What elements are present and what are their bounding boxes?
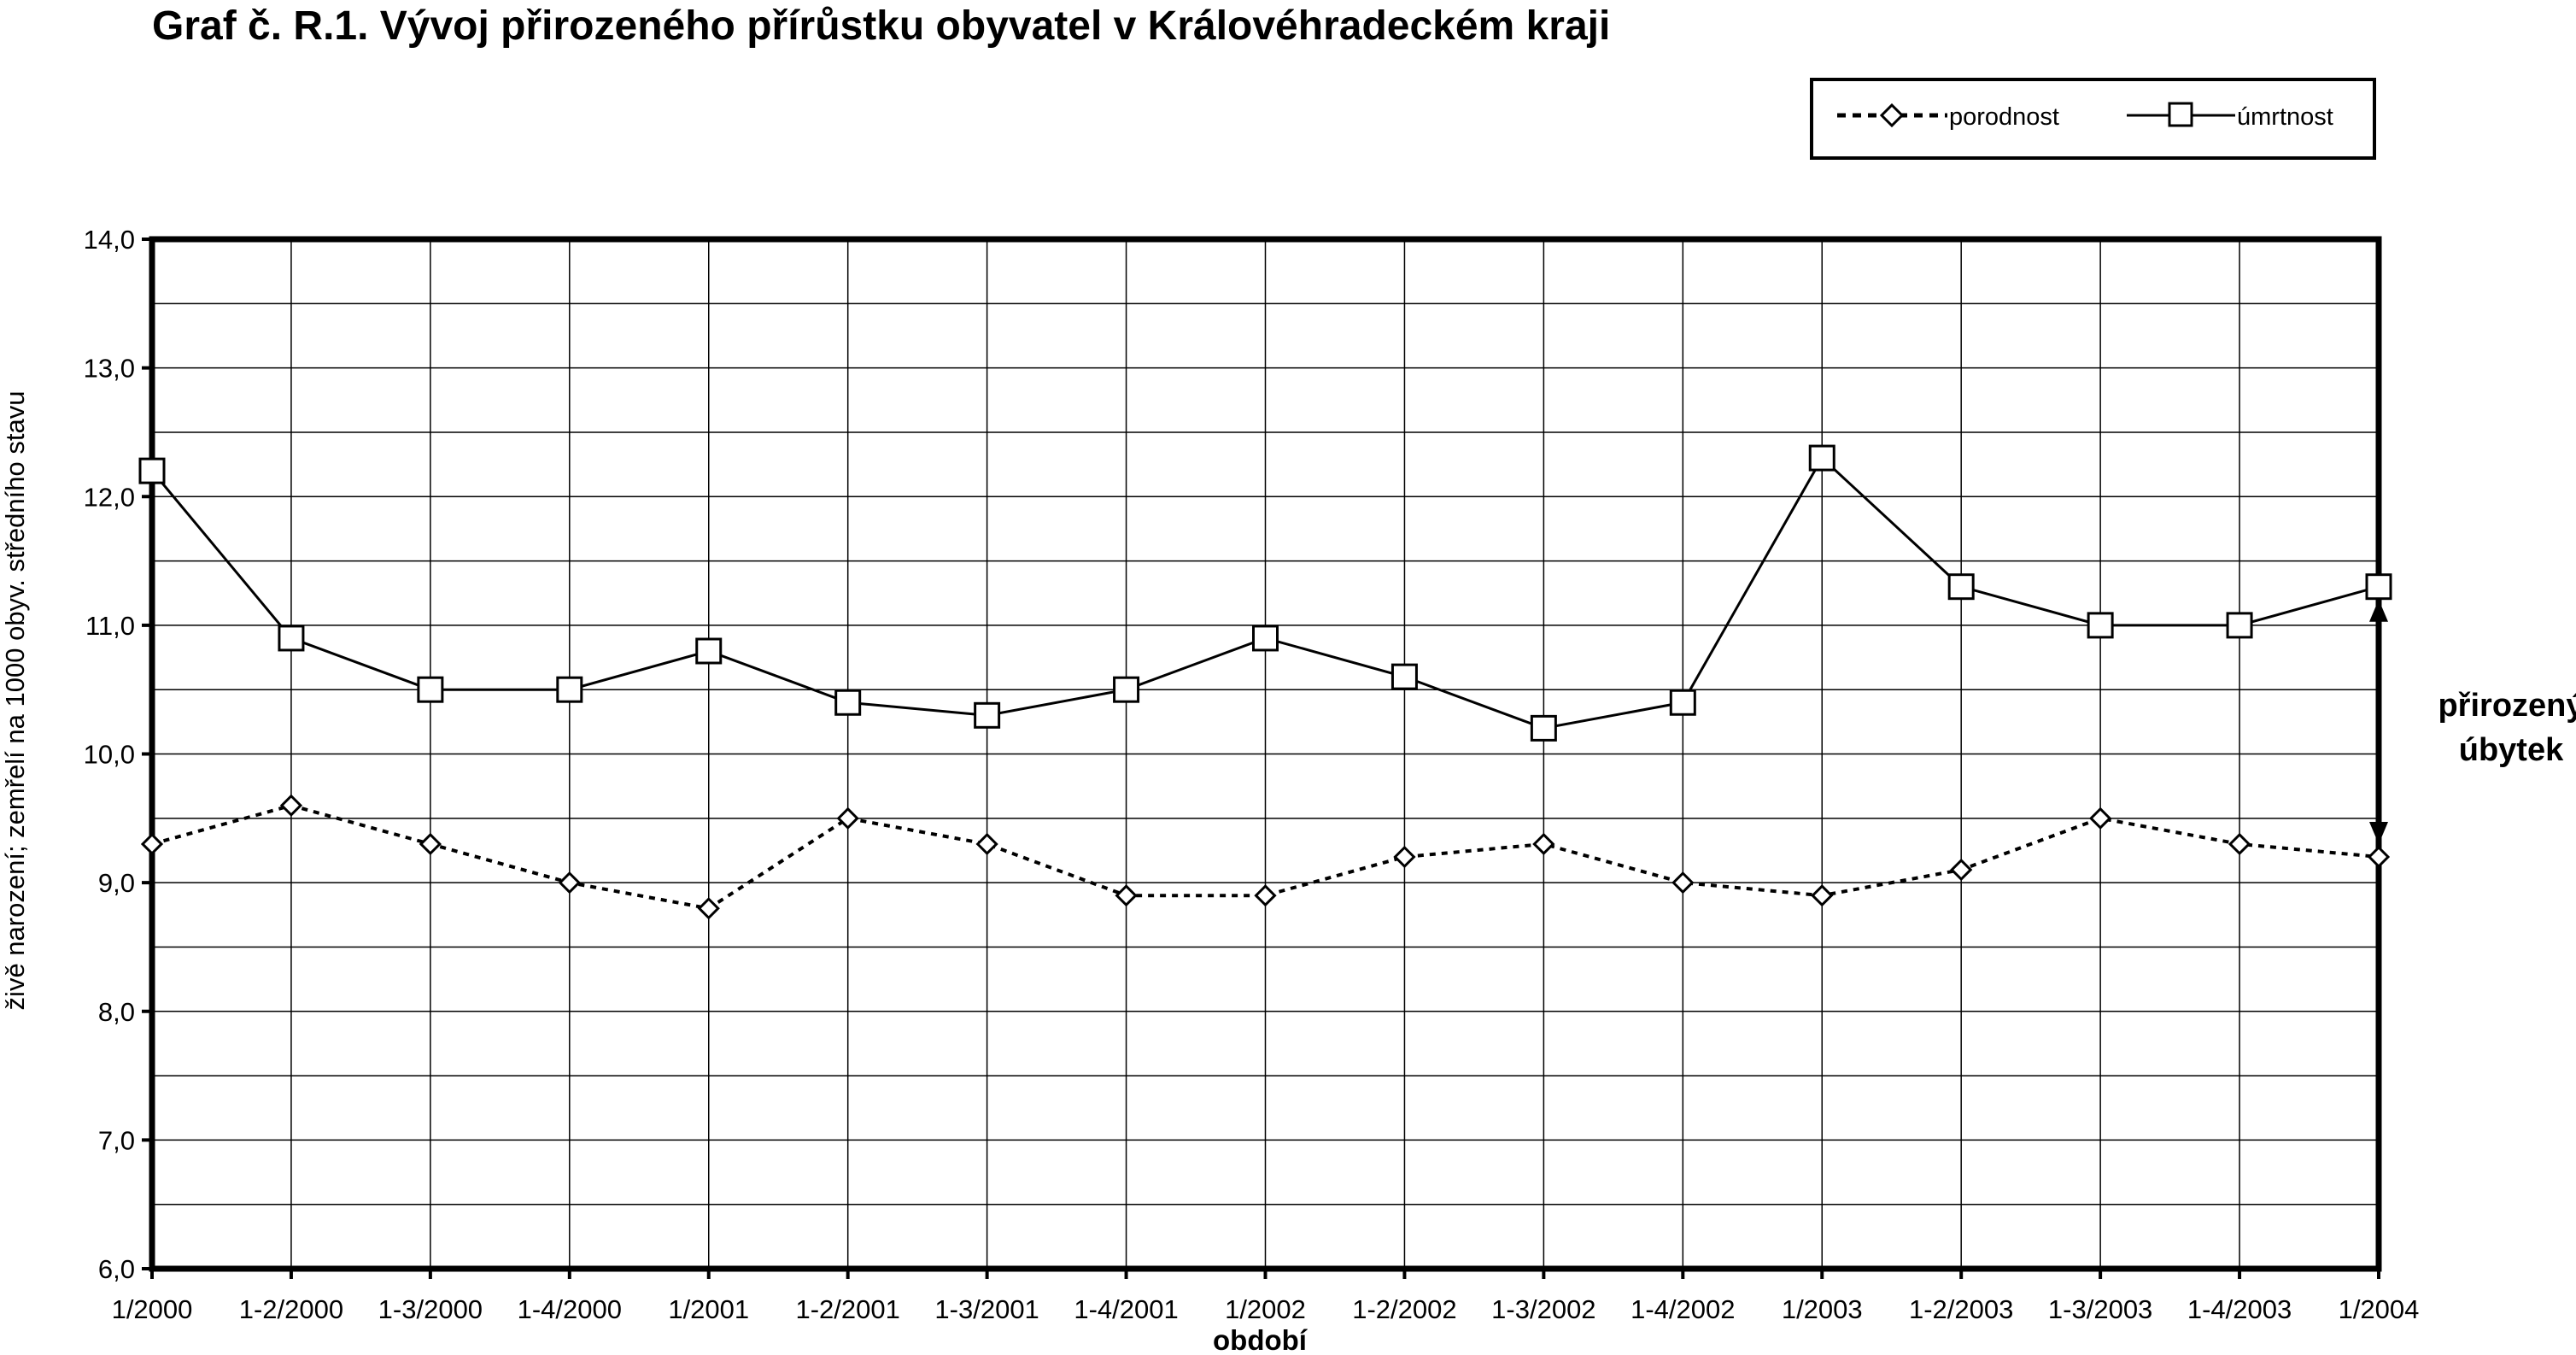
y-tick-label: 9,0 — [98, 868, 135, 898]
data-point — [417, 676, 444, 703]
legend-label-porodnost: porodnost — [1949, 103, 2059, 131]
grid — [152, 239, 2379, 1269]
y-tick-label: 13,0 — [84, 354, 135, 384]
data-point — [419, 832, 442, 856]
data-point — [1252, 625, 1279, 652]
annotation-line2: úbytek — [2459, 732, 2564, 768]
data-point — [974, 701, 1001, 729]
plot-area: 6,07,08,09,010,011,012,013,014,0 1/2000 1… — [84, 225, 2420, 1324]
data-point — [2226, 612, 2253, 639]
legend-marker-umrtnost — [2168, 102, 2193, 127]
x-tick-label: 1/2000 — [112, 1294, 193, 1324]
data-point — [2089, 807, 2112, 830]
y-tick-label: 8,0 — [98, 997, 135, 1027]
y-tick-label: 7,0 — [98, 1125, 135, 1155]
y-tick-label: 12,0 — [84, 482, 135, 512]
x-tick-label: 1-3/2003 — [2048, 1294, 2152, 1324]
x-tick-label: 1/2002 — [1225, 1294, 1306, 1324]
x-tick-label: 1-4/2000 — [518, 1294, 622, 1324]
x-tick-label: 1-4/2003 — [2187, 1294, 2292, 1324]
data-point — [1390, 663, 1418, 690]
annotation-arrow-down-icon — [2369, 822, 2388, 844]
y-axis-ticks: 6,0 7,0 8,0 9,0 10,0 11,0 12,0 13,0 14,0 — [84, 225, 152, 1284]
data-point — [697, 897, 720, 920]
data-point — [1393, 845, 1416, 869]
x-tick-label: 1/2003 — [1782, 1294, 1863, 1324]
x-tick-label: 1-2/2003 — [1909, 1294, 2013, 1324]
legend-box — [1810, 78, 2376, 160]
data-point — [975, 832, 998, 856]
data-point — [2365, 573, 2392, 601]
y-tick-label: 6,0 — [98, 1254, 135, 1284]
x-tick-label: 1-3/2002 — [1491, 1294, 1595, 1324]
data-point — [138, 457, 166, 484]
data-point — [1950, 858, 1973, 882]
data-point — [278, 625, 305, 652]
data-point — [2228, 832, 2251, 856]
data-point — [1530, 714, 1557, 742]
x-tick-label: 1-2/2000 — [239, 1294, 343, 1324]
x-tick-label: 1-3/2001 — [934, 1294, 1039, 1324]
series-porodnost — [140, 794, 2391, 920]
data-point — [836, 807, 859, 830]
y-tick-label: 14,0 — [84, 225, 135, 255]
natural-decrease-annotation: přirozený úbytek — [2369, 599, 2576, 844]
data-point — [556, 676, 583, 703]
data-point — [1113, 676, 1140, 703]
annotation-line1: přirozený — [2438, 688, 2576, 724]
annotation-arrow-up-icon — [2369, 599, 2388, 622]
data-point — [2087, 612, 2114, 639]
series-umrtnost — [138, 444, 2392, 742]
data-point — [1671, 871, 1695, 895]
x-tick-label: 1/2001 — [668, 1294, 749, 1324]
data-point — [1947, 573, 1975, 601]
data-point — [1811, 884, 1834, 907]
y-tick-label: 10,0 — [84, 740, 135, 770]
data-point — [834, 689, 862, 716]
legend: porodnost úmrtnost — [1810, 78, 2376, 160]
x-axis-title: období — [1213, 1324, 1308, 1355]
y-tick-label: 11,0 — [85, 611, 135, 641]
x-axis-ticks: 1/2000 1-2/2000 1-3/2000 1-4/2000 1/2001 1-2/… — [112, 1269, 2420, 1324]
x-tick-label: 1-2/2002 — [1352, 1294, 1456, 1324]
legend-marker-porodnost — [1879, 103, 1905, 128]
series-line — [151, 803, 2380, 911]
data-point — [1808, 444, 1835, 472]
chart-title: Graf č. R.1. Vývoj přirozeného přírůstku… — [152, 3, 1610, 49]
data-point — [558, 871, 581, 895]
series-layer — [138, 444, 2392, 920]
legend-label-umrtnost: úmrtnost — [2237, 103, 2333, 131]
data-point — [2367, 845, 2391, 869]
x-tick-label: 1-4/2002 — [1630, 1294, 1735, 1324]
data-point — [1115, 884, 1138, 907]
data-point — [1669, 689, 1696, 716]
x-tick-label: 1-4/2001 — [1074, 1294, 1178, 1324]
data-point — [1254, 884, 1277, 907]
data-point — [279, 794, 303, 817]
x-tick-label: 1-3/2000 — [378, 1294, 483, 1324]
x-tick-label: 1/2004 — [2339, 1294, 2420, 1324]
data-point — [140, 832, 164, 856]
y-axis-title: živě narození; zemřelí na 1000 obyv. stř… — [0, 391, 30, 1011]
x-tick-label: 1-2/2001 — [795, 1294, 899, 1324]
data-point — [695, 637, 723, 665]
data-point — [1532, 832, 1555, 856]
